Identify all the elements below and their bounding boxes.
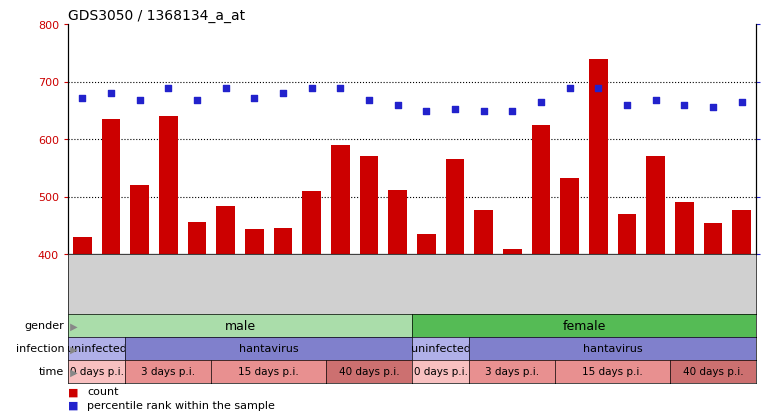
Point bbox=[220, 86, 232, 93]
Bar bbox=[159, 117, 177, 413]
Text: 3 days p.i.: 3 days p.i. bbox=[486, 367, 540, 377]
Point bbox=[363, 97, 375, 104]
Point bbox=[564, 86, 576, 93]
Point bbox=[248, 95, 260, 102]
Bar bbox=[446, 160, 464, 413]
Text: time: time bbox=[39, 367, 64, 377]
Text: hantavirus: hantavirus bbox=[583, 344, 642, 354]
Bar bbox=[216, 207, 235, 413]
Point bbox=[191, 97, 203, 104]
Bar bbox=[675, 203, 693, 413]
Text: infection: infection bbox=[15, 344, 64, 354]
Bar bbox=[503, 250, 521, 413]
Bar bbox=[589, 59, 607, 413]
Point bbox=[334, 86, 346, 93]
Text: hantavirus: hantavirus bbox=[239, 344, 298, 354]
Bar bbox=[102, 120, 120, 413]
Bar bbox=[130, 185, 149, 413]
Bar bbox=[360, 157, 378, 413]
Text: ▶: ▶ bbox=[67, 321, 78, 331]
Text: 3 days p.i.: 3 days p.i. bbox=[142, 367, 196, 377]
Point bbox=[76, 95, 88, 102]
Bar bbox=[532, 125, 550, 413]
Bar bbox=[302, 191, 321, 413]
Text: male: male bbox=[224, 319, 256, 332]
Text: count: count bbox=[87, 387, 119, 396]
Bar bbox=[274, 228, 292, 413]
Point bbox=[506, 109, 518, 115]
Text: 15 days p.i.: 15 days p.i. bbox=[582, 367, 643, 377]
Point bbox=[449, 107, 461, 113]
Bar bbox=[331, 145, 349, 413]
Text: female: female bbox=[562, 319, 606, 332]
Text: ▶: ▶ bbox=[67, 344, 78, 354]
Text: 15 days p.i.: 15 days p.i. bbox=[238, 367, 299, 377]
Point bbox=[478, 109, 490, 115]
Point bbox=[678, 102, 690, 109]
Point bbox=[306, 86, 318, 93]
Text: gender: gender bbox=[24, 321, 64, 331]
Bar bbox=[388, 190, 407, 413]
Text: percentile rank within the sample: percentile rank within the sample bbox=[87, 400, 275, 410]
Point bbox=[650, 97, 662, 104]
Bar bbox=[560, 179, 579, 413]
Point bbox=[707, 104, 719, 111]
Bar bbox=[73, 237, 91, 413]
Bar bbox=[618, 214, 636, 413]
Point bbox=[621, 102, 633, 109]
Bar bbox=[188, 223, 206, 413]
Bar bbox=[732, 211, 751, 413]
Text: 0 days p.i.: 0 days p.i. bbox=[70, 367, 124, 377]
Text: ▶: ▶ bbox=[67, 367, 78, 377]
Point bbox=[592, 86, 604, 93]
Bar bbox=[245, 230, 263, 413]
Text: GDS3050 / 1368134_a_at: GDS3050 / 1368134_a_at bbox=[68, 9, 245, 23]
Bar bbox=[474, 211, 493, 413]
Point bbox=[535, 100, 547, 106]
Point bbox=[105, 90, 117, 97]
Text: ■: ■ bbox=[68, 400, 78, 410]
Text: 0 days p.i.: 0 days p.i. bbox=[414, 367, 468, 377]
Text: ■: ■ bbox=[68, 387, 78, 396]
Bar bbox=[417, 234, 435, 413]
Text: uninfected: uninfected bbox=[411, 344, 470, 354]
Point bbox=[420, 109, 432, 115]
Point bbox=[277, 90, 289, 97]
Bar bbox=[646, 156, 665, 413]
Point bbox=[134, 97, 146, 104]
Point bbox=[736, 100, 748, 106]
Point bbox=[162, 86, 174, 93]
Text: 40 days p.i.: 40 days p.i. bbox=[339, 367, 400, 377]
Text: uninfected: uninfected bbox=[67, 344, 126, 354]
Text: 40 days p.i.: 40 days p.i. bbox=[683, 367, 743, 377]
Point bbox=[392, 102, 404, 109]
Bar bbox=[704, 223, 722, 413]
